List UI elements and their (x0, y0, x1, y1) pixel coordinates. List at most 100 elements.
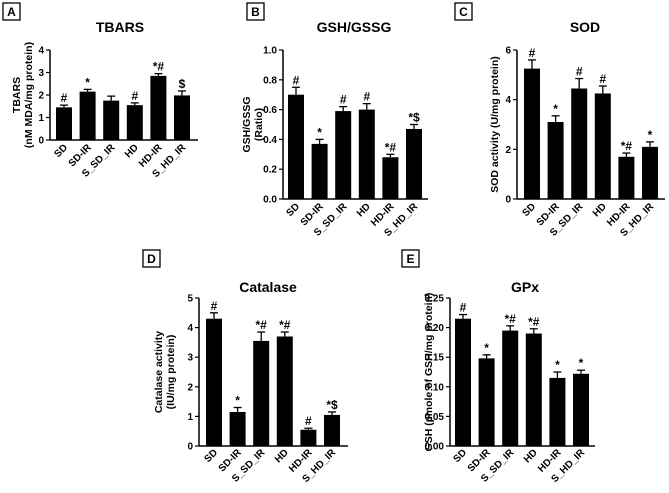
panel-b-y-tick-label: 0.6 (263, 105, 277, 116)
panel-c-bar (547, 122, 564, 199)
panel-a-y-axis-label: (nM MDA/mg protein) (23, 42, 35, 148)
panel-b-y-tick-label: 0.4 (263, 135, 277, 146)
panel-e-y-tick-label: 0.15 (425, 353, 445, 364)
panel-b-y-tick-label: 0.2 (263, 165, 277, 176)
panel-c-significance-mark: # (529, 46, 536, 60)
panel-c-category-label: HD (591, 201, 609, 219)
panel-d-category-label: SD (203, 447, 221, 465)
panel-e-y-tick-label: 0.20 (425, 323, 445, 334)
panel-e-y-axis-label: GSH (µmole of GSH/mg protein) (423, 293, 435, 452)
panel-d-significance-mark: # (211, 299, 218, 313)
panel-c-bar (594, 93, 611, 199)
panel-b-bar (288, 94, 304, 199)
panel-b-y-tick-label: 0.0 (263, 195, 277, 206)
panel-c-significance-mark: * (648, 128, 653, 142)
panel-c-title: SOD (570, 19, 600, 35)
panel-c-y-tick-label: 4 (505, 95, 511, 106)
panel-e-significance-mark: * (484, 341, 489, 355)
panel-e-title: GPx (511, 279, 539, 295)
panel-b-significance-mark: * (317, 125, 322, 139)
panel-b-significance-mark: *$ (408, 111, 420, 125)
panel-c-significance-mark: * (553, 102, 558, 116)
panel-b-bar (406, 128, 422, 199)
panel-b-y-tick-label: 0.8 (263, 75, 277, 86)
panel-a-y-axis-label: TBARS (11, 77, 23, 113)
panel-b-significance-mark: # (340, 93, 347, 107)
panel-d-bar (276, 336, 293, 446)
panel-b-category-label: HD (355, 201, 373, 219)
panel-d-y-tick-label: 4 (187, 323, 193, 334)
panel-e-letter: E (406, 252, 414, 266)
panel-e-category-label: HD (522, 447, 540, 465)
panel-d-significance-mark: *$ (326, 398, 338, 412)
panel-a-y-tick-label: 4 (38, 46, 44, 57)
panel-d-y-axis-label: Catalase activity (153, 331, 165, 413)
panel-c-letter: C (459, 5, 468, 19)
panel-c-y-tick-label: 6 (505, 46, 511, 57)
panel-b-y-axis-label: (Ratio) (253, 108, 265, 141)
panel-d-y-tick-label: 5 (187, 294, 193, 305)
panel-d-title: Catalase (239, 279, 297, 295)
panel-a-bar (174, 95, 190, 140)
panel-a-y-tick-label: 1 (38, 113, 44, 124)
panel-d-y-axis-label: (IU/mg protein) (165, 335, 177, 410)
panel-a-bar (126, 105, 143, 140)
panel-e-bar (573, 373, 589, 446)
panel-c-y-tick-label: 0 (505, 195, 511, 206)
panel-e-category-label: SD (452, 447, 470, 465)
panel-c-bar (571, 88, 588, 199)
panel-a-category-label: HD (123, 142, 141, 160)
panel-a-title: TBARS (96, 19, 144, 35)
panel-d-bar (253, 340, 270, 446)
panel-d-significance-mark: # (305, 414, 312, 428)
panel-a-letter: A (7, 5, 16, 19)
panel-c-category-label: SD (521, 201, 539, 219)
panel-b-bar (311, 143, 328, 199)
panel-d-bar (229, 411, 246, 446)
panel-e-bar (502, 330, 519, 446)
panel-c-y-axis-label: SOD activity (U/mg protein) (489, 56, 501, 193)
panel-a-bar (79, 91, 96, 140)
panel-b-y-tick-label: 1.0 (263, 46, 277, 57)
panel-d-y-tick-label: 2 (187, 382, 193, 393)
panel-e-y-tick-label: 0.05 (425, 412, 445, 423)
panel-d-letter: D (147, 252, 156, 266)
panel-b-bar (382, 157, 399, 199)
panel-d-y-tick-label: 3 (187, 353, 193, 364)
panel-d-significance-mark: *# (279, 318, 291, 332)
panel-e-significance-mark: *# (528, 315, 540, 329)
panel-a-significance-mark: $ (179, 77, 186, 91)
panel-a-letter-box (2, 2, 21, 21)
panel-d-category-label: HD (273, 447, 291, 465)
panel-d-letter-box (142, 249, 161, 268)
panel-a-significance-mark: # (131, 89, 138, 103)
panel-a-y-tick-label: 0 (38, 136, 44, 147)
chart-panel-d: D Catalase 0 1 2 3 4 5 Catalase activity (IU/mg p… (142, 249, 348, 485)
panel-d-significance-mark: * (235, 394, 240, 408)
panel-d-significance-mark: *# (256, 318, 268, 332)
panel-e-bar (525, 333, 542, 446)
panel-e-letter-box (401, 249, 420, 268)
panel-b-title: GSH/GSSG (317, 19, 392, 35)
panel-a-significance-mark: *# (153, 60, 165, 74)
panel-a-significance-mark: * (85, 75, 90, 89)
panel-d-y-tick-label: 0 (187, 442, 193, 453)
panel-e-bar (455, 318, 471, 446)
panel-a-bar (56, 107, 72, 140)
panel-b-significance-mark: # (363, 90, 370, 104)
panel-e-bar (478, 358, 495, 446)
panel-b-bar (335, 111, 352, 199)
panel-d-bar (206, 318, 222, 446)
panel-b-letter: B (251, 5, 260, 19)
panel-c-significance-mark: *# (621, 139, 633, 153)
panel-a-category-label: SD (53, 142, 71, 160)
panel-e-y-tick-label: 0.00 (425, 442, 445, 453)
panel-e-significance-mark: * (555, 358, 560, 372)
panel-c-significance-mark: # (576, 65, 583, 79)
panel-a-y-tick-label: 2 (38, 91, 44, 102)
